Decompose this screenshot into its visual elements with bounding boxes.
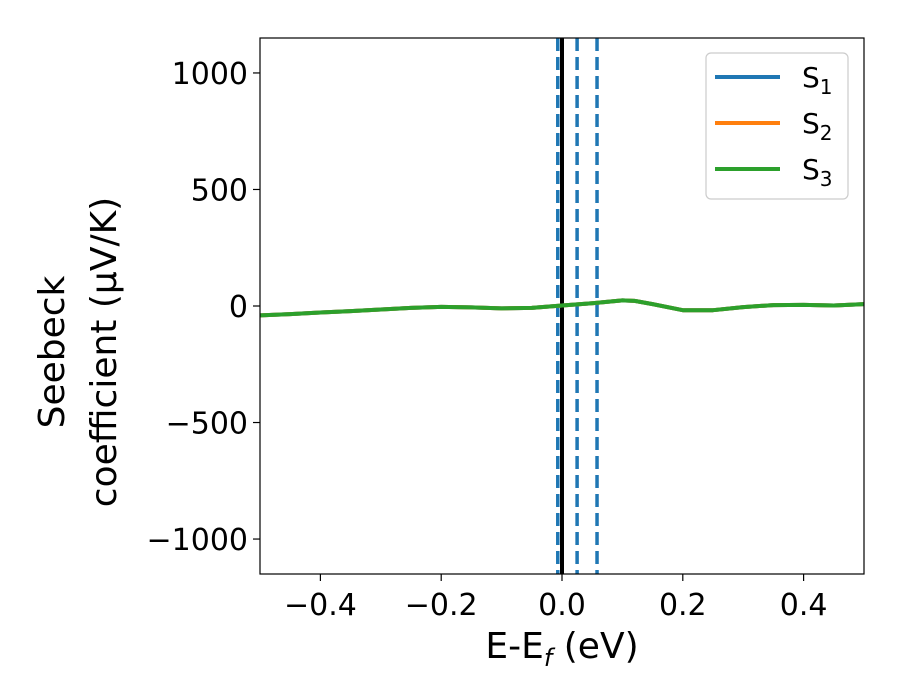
legend: S1 S2 S3 (705, 52, 849, 200)
x-axis-ticks: −0.4 −0.2 0.0 0.2 0.4 (284, 574, 827, 623)
y-axis-ticks: −1000 −500 0 500 1000 (147, 57, 260, 558)
y-tick-label: −1000 (147, 523, 248, 558)
x-tick-label: −0.4 (284, 588, 357, 623)
y-tick-label: −500 (166, 407, 248, 442)
legend-label-2: S2 (802, 107, 833, 145)
legend-label-1: S1 (802, 61, 833, 99)
series-lines (260, 298, 864, 318)
y-axis-label-line-1: Seebeck (32, 275, 73, 428)
y-axis-label-line-2: coefficient (μV/K) (84, 197, 125, 507)
y-tick-label: 500 (191, 173, 248, 208)
legend-box (705, 52, 849, 200)
x-tick-label: 0.4 (780, 588, 828, 623)
x-tick-label: −0.2 (405, 588, 478, 623)
y-tick-label: 1000 (172, 57, 248, 92)
series-line-3 (260, 298, 864, 318)
x-axis-label: E-Ef (eV) (485, 626, 638, 672)
y-axis-label: Seebeck coefficient (μV/K) (32, 197, 125, 507)
x-tick-label: 0.2 (659, 588, 707, 623)
y-tick-label: 0 (229, 290, 248, 325)
x-tick-label: 0.0 (538, 588, 586, 623)
legend-label-3: S3 (802, 153, 833, 191)
